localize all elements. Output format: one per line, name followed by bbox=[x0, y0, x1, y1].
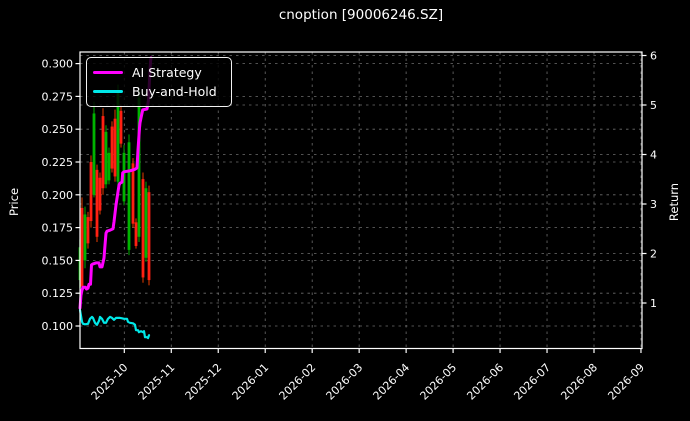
legend-label: AI Strategy bbox=[132, 65, 202, 80]
legend-line-swatch bbox=[93, 89, 123, 94]
ai-strategy-line bbox=[78, 56, 153, 310]
month-tick-label: 2026-04 bbox=[371, 361, 413, 403]
price-tick-label: 0.250 bbox=[42, 123, 74, 136]
chart-title: cnoption [90006246.SZ] bbox=[278, 7, 444, 23]
return-tick-label: 4 bbox=[650, 149, 657, 162]
month-tick-label: 2026-05 bbox=[418, 361, 460, 403]
return-tick-label: 3 bbox=[650, 198, 657, 211]
buy-and-hold-line bbox=[78, 308, 151, 340]
price-tick-label: 0.275 bbox=[42, 90, 74, 103]
price-tick-label: 0.150 bbox=[42, 254, 74, 267]
month-tick-label: 2026-08 bbox=[558, 361, 600, 403]
price-tick-label: 0.100 bbox=[42, 320, 74, 333]
month-tick-label: 2026-07 bbox=[511, 361, 553, 403]
tick-marks bbox=[75, 54, 647, 353]
return-tick-label: 6 bbox=[650, 50, 657, 63]
month-tick-label: 2026-02 bbox=[277, 361, 319, 403]
gridlines bbox=[80, 52, 642, 349]
plot-border bbox=[79, 51, 643, 350]
return-tick-label: 1 bbox=[650, 297, 657, 310]
return-tick-label: 5 bbox=[650, 99, 657, 112]
return-tick-label: 2 bbox=[650, 248, 657, 261]
price-axis-label: Price bbox=[7, 187, 21, 217]
candlesticks bbox=[78, 84, 151, 295]
price-tick-label: 0.175 bbox=[42, 222, 74, 235]
month-tick-label: 2025-12 bbox=[183, 361, 225, 403]
month-tick-label: 2025-11 bbox=[136, 361, 178, 403]
legend-item: AI Strategy bbox=[93, 63, 223, 82]
month-tick-label: 2026-09 bbox=[605, 361, 647, 403]
month-tick-label: 2026-06 bbox=[464, 361, 506, 403]
price-tick-label: 0.125 bbox=[42, 287, 74, 300]
month-tick-label: 2026-01 bbox=[230, 361, 272, 403]
price-tick-label: 0.300 bbox=[42, 58, 74, 71]
price-tick-label: 0.200 bbox=[42, 189, 74, 202]
month-tick-label: 2026-03 bbox=[324, 361, 366, 403]
legend: AI Strategy Buy-and-Hold bbox=[86, 57, 232, 107]
month-tick-label: 2025-10 bbox=[89, 361, 131, 403]
legend-item: Buy-and-Hold bbox=[93, 82, 223, 101]
return-axis-label: Return bbox=[667, 182, 681, 222]
legend-line-swatch bbox=[93, 70, 123, 75]
legend-label: Buy-and-Hold bbox=[132, 84, 217, 99]
price-tick-label: 0.225 bbox=[42, 156, 74, 169]
